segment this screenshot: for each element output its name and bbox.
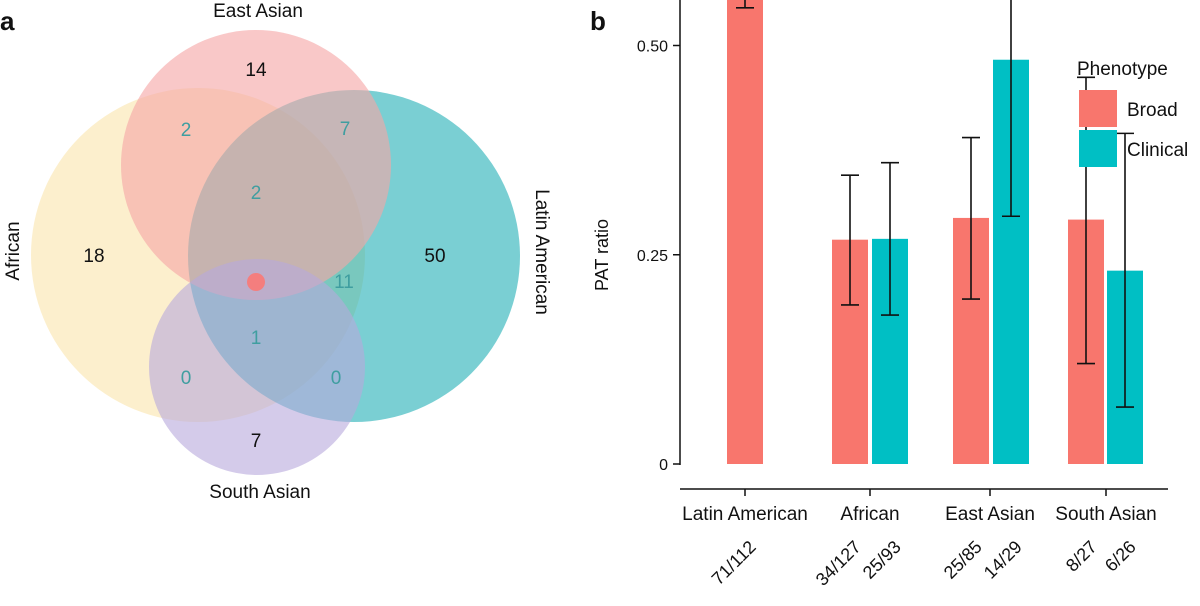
count-african-east-asian-latin-american: 2: [251, 183, 262, 204]
x-label-latin-american: Latin American: [682, 504, 808, 525]
legend-label-clinical: Clinical: [1127, 140, 1188, 161]
venn-region-counts: 14 2 7 2 18 50 11 1 0 0 7: [83, 60, 445, 452]
ratio-label-clinical-east-asian: 14/29: [980, 537, 1026, 583]
legend-title: Phenotype: [1077, 59, 1168, 80]
y-tick-label: 0: [659, 457, 668, 474]
label-latin-american: Latin American: [531, 189, 552, 315]
label-east-asian: East Asian: [213, 1, 303, 22]
legend-swatch-broad: [1079, 90, 1117, 127]
count-east-asian-only: 14: [245, 60, 267, 81]
legend-label-broad: Broad: [1127, 100, 1178, 121]
bar-broad-latin-american: [727, 0, 763, 465]
circle-south-asian: [149, 259, 365, 475]
ratio-label-clinical-african: 25/93: [859, 537, 905, 583]
x-label-east-asian: East Asian: [945, 504, 1035, 525]
bars: [727, 0, 1143, 465]
panel-a-label: a: [0, 6, 15, 36]
x-axis: Latin American African East Asian South Asi…: [680, 488, 1168, 525]
label-african: African: [3, 221, 24, 280]
y-axis-title: PAT ratio: [592, 219, 612, 291]
count-african-only: 18: [83, 246, 104, 267]
venn-diagram: a East Asian South Asian African Latin A…: [0, 1, 552, 503]
count-african-latin-american-south-asian: 1: [251, 328, 262, 349]
panel-b-label: b: [590, 6, 606, 36]
x-label-african: African: [840, 504, 899, 525]
count-south-asian-only: 7: [251, 431, 262, 452]
ratio-label-clinical-south-asian: 6/26: [1101, 537, 1140, 576]
ratio-label-broad-east-asian: 25/85: [940, 537, 986, 583]
y-axis: 00.250.500.751.00: [637, 0, 681, 474]
count-african-latin-american: 11: [334, 272, 354, 293]
legend: Phenotype Broad Clinical: [1077, 59, 1188, 167]
count-east-asian-latin-american: 7: [340, 119, 351, 140]
y-tick-label: 0.25: [637, 248, 668, 265]
ratio-label-broad-south-asian: 8/27: [1062, 537, 1101, 576]
label-south-asian: South Asian: [209, 482, 310, 503]
count-african-south-asian: 0: [181, 368, 192, 389]
circle-east-asian: [121, 30, 391, 300]
center-marker: [247, 273, 265, 291]
count-latin-american-south-asian: 0: [331, 368, 342, 389]
legend-swatch-clinical: [1079, 130, 1117, 167]
y-tick-label: 0.50: [637, 39, 668, 56]
x-label-south-asian: South Asian: [1055, 504, 1156, 525]
ratio-label-broad-african: 34/127: [812, 537, 865, 590]
bar-chart: b PAT ratio 00.250.500.751.00 Latin Amer…: [590, 0, 1188, 590]
count-latin-american-only: 50: [424, 246, 445, 267]
ratio-label-broad-latin-american: 71/112: [708, 537, 760, 589]
venn-circles: [31, 30, 520, 475]
count-african-east-asian: 2: [181, 120, 192, 141]
